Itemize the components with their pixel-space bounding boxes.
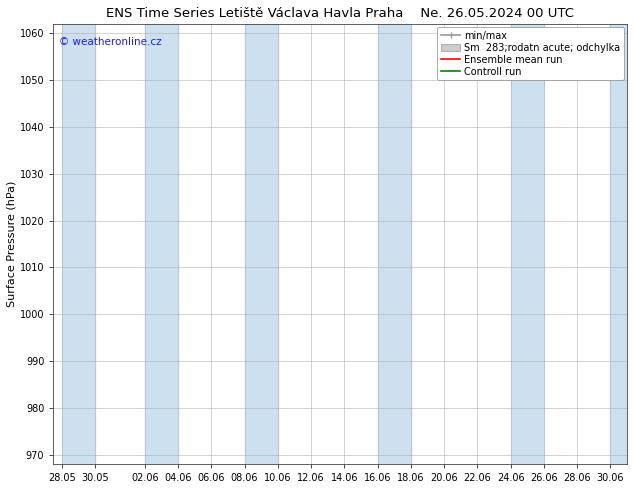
Legend: min/max, Sm  283;rodatn acute; odchylka, Ensemble mean run, Controll run: min/max, Sm 283;rodatn acute; odchylka, … <box>437 27 624 80</box>
Y-axis label: Surface Pressure (hPa): Surface Pressure (hPa) <box>7 181 17 307</box>
Bar <box>245 24 278 464</box>
Bar <box>510 24 544 464</box>
Bar <box>61 24 95 464</box>
Bar <box>378 24 411 464</box>
Bar <box>611 24 627 464</box>
Title: ENS Time Series Letiště Václava Havla Praha    Ne. 26.05.2024 00 UTC: ENS Time Series Letiště Václava Havla Pr… <box>107 7 574 20</box>
Bar <box>145 24 178 464</box>
Text: © weatheronline.cz: © weatheronline.cz <box>59 37 162 47</box>
